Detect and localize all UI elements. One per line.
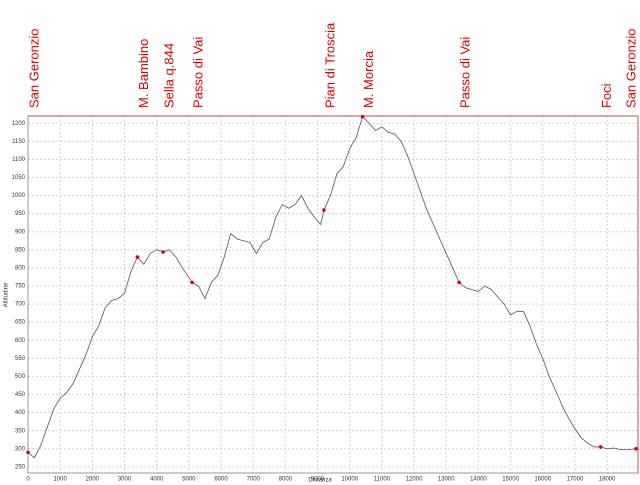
y-tick-label: 600 — [15, 338, 26, 344]
y-tick-label: 1150 — [12, 139, 26, 145]
y-tick-label: 850 — [15, 247, 26, 253]
waypoint-label: San Geronzio — [26, 29, 41, 109]
x-tick-label: 3000 — [118, 477, 132, 483]
y-tick-label: 300 — [15, 446, 26, 452]
waypoint-label: Pian di Troscia — [322, 22, 337, 108]
y-tick-label: 500 — [15, 374, 26, 380]
x-tick-label: 18000 — [599, 477, 616, 483]
x-tick-label: 6000 — [214, 477, 228, 483]
y-tick-label: 900 — [15, 229, 26, 235]
waypoint-label: M. Bambino — [136, 39, 151, 108]
waypoint — [190, 280, 194, 285]
waypoint — [161, 250, 165, 254]
x-tick-label: 11000 — [374, 477, 391, 483]
x-tick-label: 14000 — [470, 477, 487, 483]
x-tick-label: 10000 — [341, 477, 358, 483]
waypoint-label: Sella q.844 — [162, 43, 177, 108]
x-tick-label: 7000 — [247, 477, 261, 483]
waypoint-label: Passo di Vai — [191, 37, 206, 108]
waypoint — [457, 280, 461, 285]
y-tick-label: 1050 — [12, 175, 26, 181]
y-tick-label: 350 — [15, 428, 26, 434]
y-tick-label: 800 — [15, 265, 26, 271]
y-tick-label: 1100 — [12, 157, 26, 163]
y-tick-label: 700 — [15, 302, 26, 308]
x-tick-label: 8000 — [279, 477, 293, 483]
waypoint-label: M. Morcia — [361, 50, 376, 108]
waypoint-label: Foci — [599, 83, 614, 108]
y-tick-label: 550 — [15, 356, 26, 362]
x-tick-label: 17000 — [567, 477, 584, 483]
x-tick-label: 9000 — [311, 477, 325, 483]
waypoint-label: Passo di Vai — [458, 37, 473, 108]
x-tick-label: 15000 — [502, 477, 519, 483]
x-tick-label: 2000 — [86, 477, 100, 483]
y-axis-title: Altitudine — [4, 282, 10, 307]
y-tick-label: 750 — [15, 284, 26, 290]
y-tick-label: 950 — [15, 211, 26, 217]
y-tick-label: 650 — [15, 320, 26, 326]
y-tick-label: 1000 — [12, 193, 26, 199]
waypoint — [360, 114, 365, 119]
y-tick-label: 250 — [15, 464, 26, 470]
x-tick-label: 0 — [26, 477, 30, 483]
y-tick-label: 400 — [15, 410, 26, 416]
waypoint — [634, 446, 638, 451]
x-tick-label: 5000 — [182, 477, 196, 483]
x-tick-label: 16000 — [534, 477, 551, 483]
x-axis-title: Distanza — [308, 478, 332, 484]
waypoint — [26, 450, 30, 455]
profile-line — [27, 115, 637, 459]
x-tick-label: 13000 — [438, 477, 455, 483]
waypoint — [135, 255, 140, 259]
waypoint-label: San Geronzio — [623, 29, 638, 109]
x-tick-label: 1000 — [53, 477, 67, 483]
plot-frame — [27, 115, 639, 474]
waypoint — [598, 445, 603, 449]
x-tick-label: 4000 — [150, 477, 164, 483]
y-tick-label: 1200 — [12, 121, 26, 127]
x-tick-label: 12000 — [406, 477, 423, 483]
y-tick-label: 450 — [15, 392, 26, 398]
waypoint — [322, 208, 326, 212]
